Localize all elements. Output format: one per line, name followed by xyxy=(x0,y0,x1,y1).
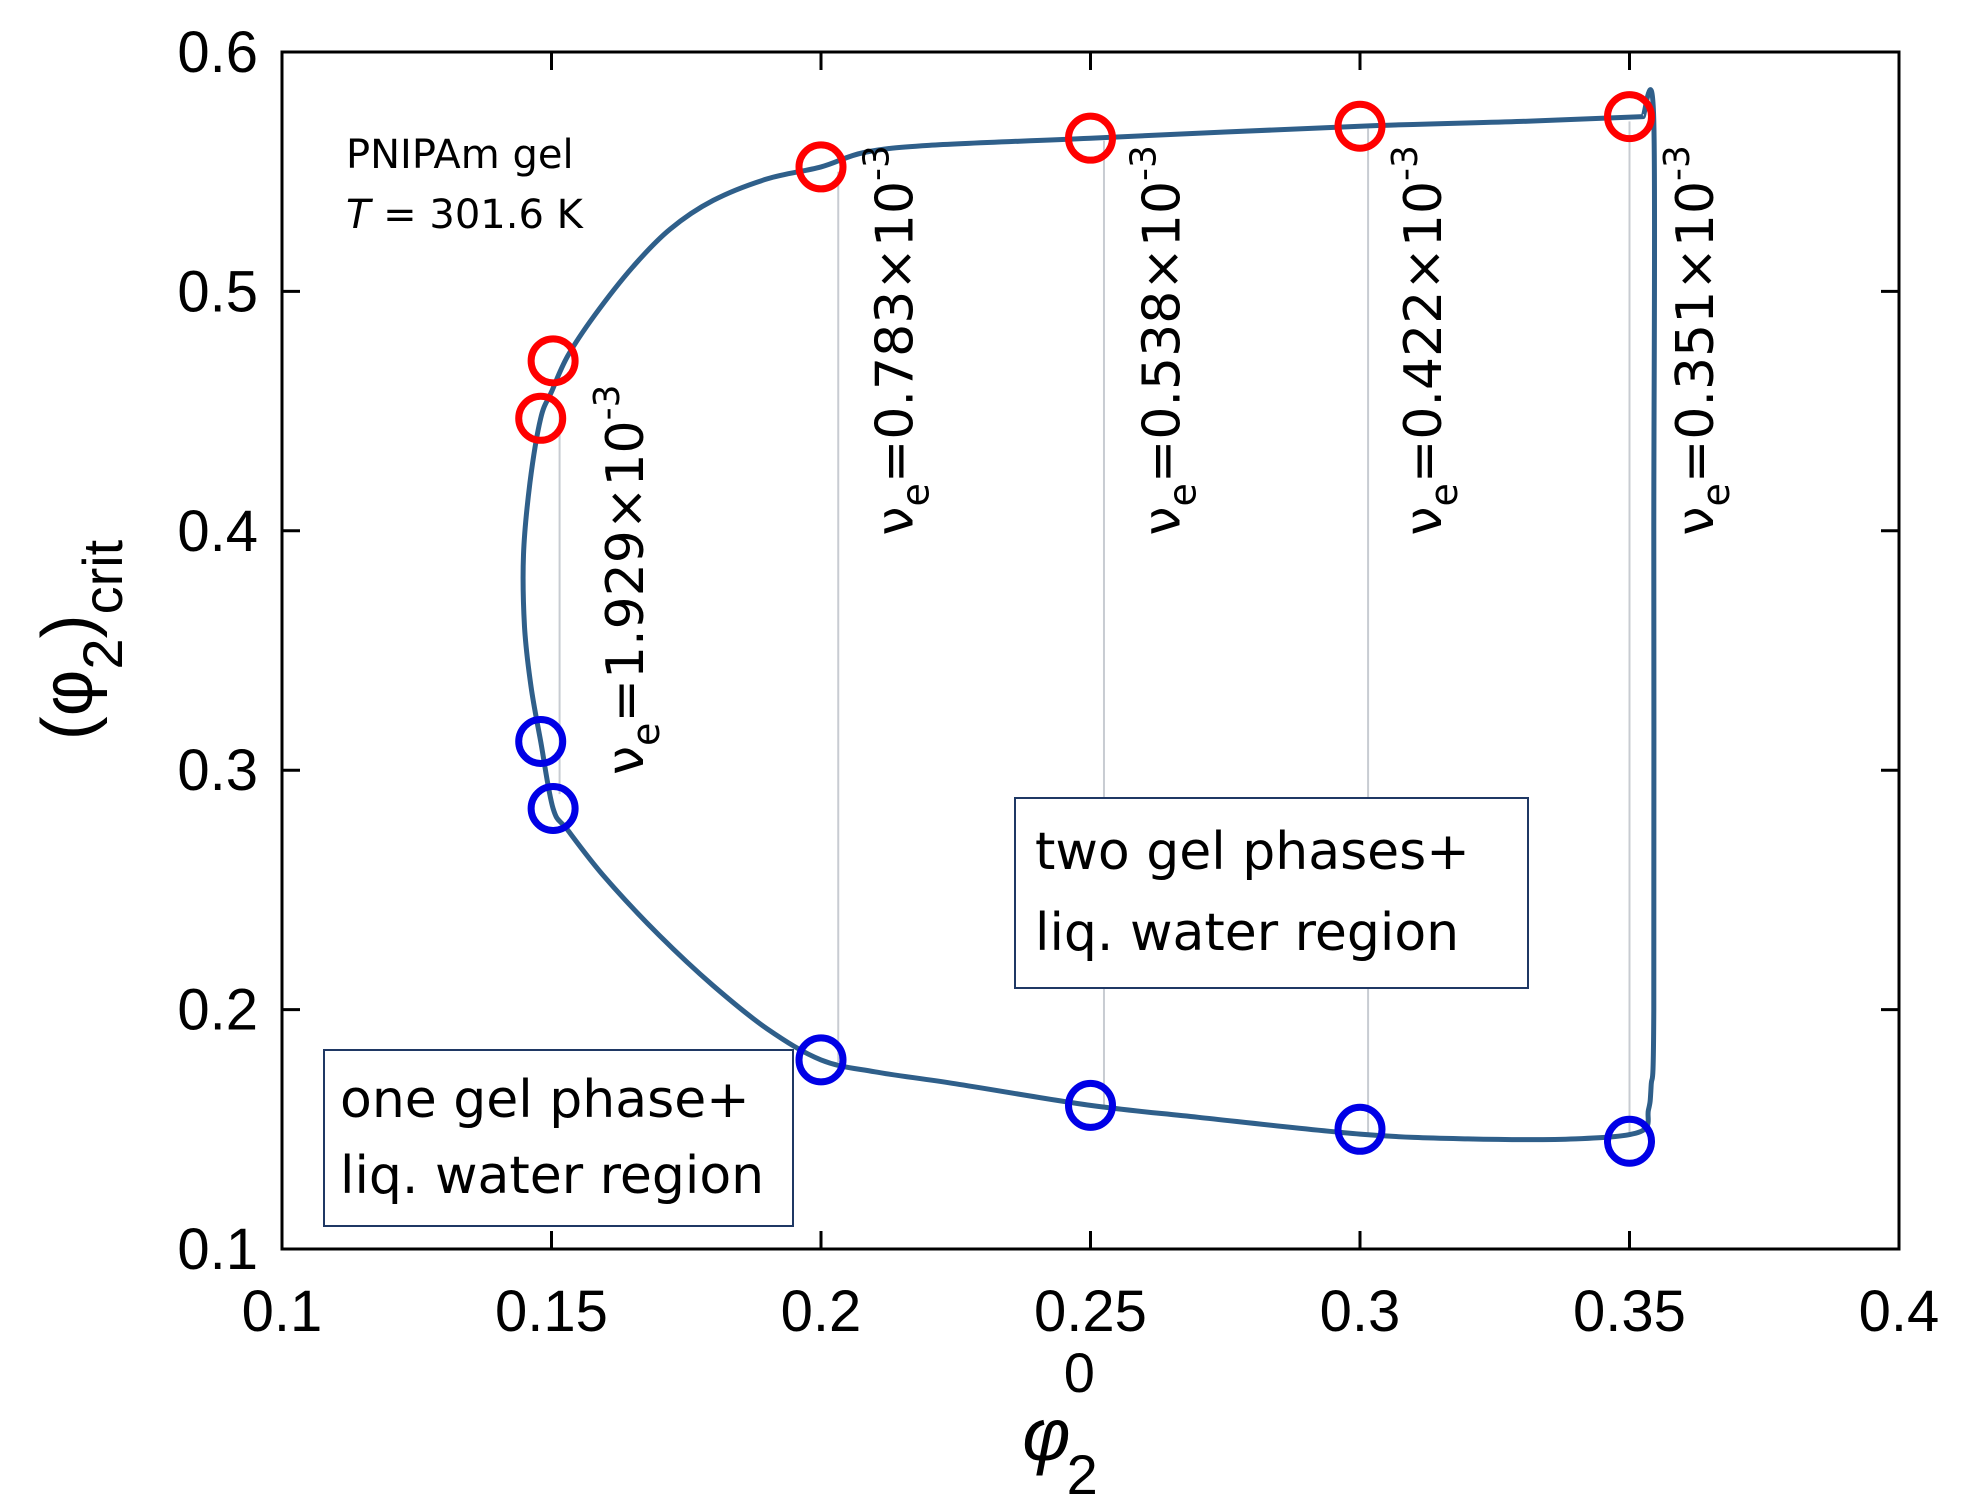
y-tick-label: 0.4 xyxy=(177,499,258,564)
x-tick-label: 0.35 xyxy=(1573,1279,1686,1344)
x-tick-label: 0.1 xyxy=(242,1279,323,1344)
x-tick-label: 0.3 xyxy=(1320,1279,1401,1344)
lower-point-3 xyxy=(1065,1079,1116,1131)
nu-subscript: e xyxy=(1160,483,1204,506)
annotation-temp-value: = 301.6 K xyxy=(370,192,584,238)
nu-value: =0.351×10 xyxy=(1666,181,1726,483)
nu-subscript: e xyxy=(624,723,668,746)
nu-exponent: -3 xyxy=(857,145,898,181)
upper-point-5 xyxy=(1604,91,1655,143)
upper-point-4 xyxy=(1334,100,1386,152)
region-two-gel-line1: two gel phases+ xyxy=(1035,822,1470,882)
lower-point-1 xyxy=(527,783,579,835)
nu-symbol: ν xyxy=(1394,507,1454,536)
upper-point-0 xyxy=(515,392,567,444)
lower-point-5 xyxy=(1604,1115,1655,1167)
region-box-one-gel xyxy=(323,1049,794,1227)
y-tick-label: 0.2 xyxy=(177,978,258,1043)
nu-symbol: ν xyxy=(596,746,656,775)
nu-label-4: νe=0.351×10-3 xyxy=(1657,145,1738,536)
y-axis-label: (φ2)crit xyxy=(28,539,134,740)
y-tick-label: 0.3 xyxy=(177,738,258,803)
upper-point-3 xyxy=(1065,112,1116,164)
nu-label-0: νe=1.929×10-3 xyxy=(587,384,668,775)
nu-symbol: ν xyxy=(866,507,926,536)
nu-subscript: e xyxy=(1694,483,1738,506)
region-two-gel-line2: liq. water region xyxy=(1035,903,1459,963)
lower-point-4 xyxy=(1334,1103,1386,1155)
region-box-two-gel xyxy=(1014,797,1529,989)
x-tick-label: 0.25 xyxy=(1034,1279,1147,1344)
nu-symbol: ν xyxy=(1666,507,1726,536)
nu-value: =0.422×10 xyxy=(1394,181,1454,483)
nu-label-text: νe=0.783×10-3 xyxy=(857,145,938,536)
x-tick-label: 0.4 xyxy=(1859,1279,1940,1344)
nu-label-3: νe=0.422×10-3 xyxy=(1385,145,1466,536)
nu-exponent: -3 xyxy=(587,384,628,420)
x-axis-label-sub: 2 xyxy=(1067,1443,1098,1506)
lower-point-0 xyxy=(515,715,567,767)
nu-exponent: -3 xyxy=(1385,145,1426,181)
lower-point-2 xyxy=(795,1034,847,1086)
y-axis-label-sub1: 2 xyxy=(71,638,134,669)
region-one-gel-line1: one gel phase+ xyxy=(340,1070,750,1130)
tick-marks xyxy=(280,50,1901,1251)
y-tick-label: 0.5 xyxy=(177,259,258,324)
binodal-curve xyxy=(520,87,1658,1143)
y-axis-label-close: ) xyxy=(28,614,108,638)
nu-exponent: -3 xyxy=(1657,145,1698,181)
x-tick-label: 0.15 xyxy=(495,1279,608,1344)
y-axis-label-sub2: crit xyxy=(71,539,134,614)
x-axis-label: φ2 0 xyxy=(1022,1341,1097,1506)
y-tick-label: 0.1 xyxy=(177,1217,258,1282)
region-one-gel-line2: liq. water region xyxy=(340,1146,764,1206)
annotation-temperature: T = 301.6 K xyxy=(346,192,585,238)
nu-label-text: νe=0.351×10-3 xyxy=(1657,145,1738,536)
nu-exponent: -3 xyxy=(1123,145,1164,181)
annotation-temp-var: T xyxy=(346,192,374,238)
x-tick-label: 0.2 xyxy=(781,1279,862,1344)
nu-value: =1.929×10 xyxy=(596,420,656,722)
x-axis-label-sup: 0 xyxy=(1064,1341,1095,1404)
nu-value: =0.783×10 xyxy=(866,181,926,483)
y-axis-label-main: (φ xyxy=(28,670,108,741)
upper-point-1 xyxy=(527,335,579,387)
y-axis-label-text: (φ2)crit xyxy=(28,539,134,740)
annotation-gel: PNIPAm gel xyxy=(346,132,574,178)
nu-symbol: ν xyxy=(1132,507,1192,536)
nu-label-text: νe=0.538×10-3 xyxy=(1123,145,1204,536)
x-axis-label-main: φ xyxy=(1022,1393,1070,1476)
nu-subscript: e xyxy=(1422,483,1466,506)
nu-label-text: νe=1.929×10-3 xyxy=(587,384,668,775)
data-markers xyxy=(515,91,1655,1167)
y-tick-labels: 0.1 0.2 0.3 0.4 0.5 0.6 xyxy=(177,20,258,1282)
y-tick-label: 0.6 xyxy=(177,20,258,85)
nu-value: =0.538×10 xyxy=(1132,181,1192,483)
upper-point-2 xyxy=(795,141,847,193)
x-tick-labels: 0.1 0.15 0.2 0.25 0.3 0.35 0.4 xyxy=(242,1279,1940,1344)
crosslink-density-labels: νe=1.929×10-3νe=0.783×10-3νe=0.538×10-3ν… xyxy=(587,145,1738,775)
nu-subscript: e xyxy=(894,483,938,506)
nu-label-text: νe=0.422×10-3 xyxy=(1385,145,1466,536)
nu-label-1: νe=0.783×10-3 xyxy=(857,145,938,536)
nu-label-2: νe=0.538×10-3 xyxy=(1123,145,1204,536)
